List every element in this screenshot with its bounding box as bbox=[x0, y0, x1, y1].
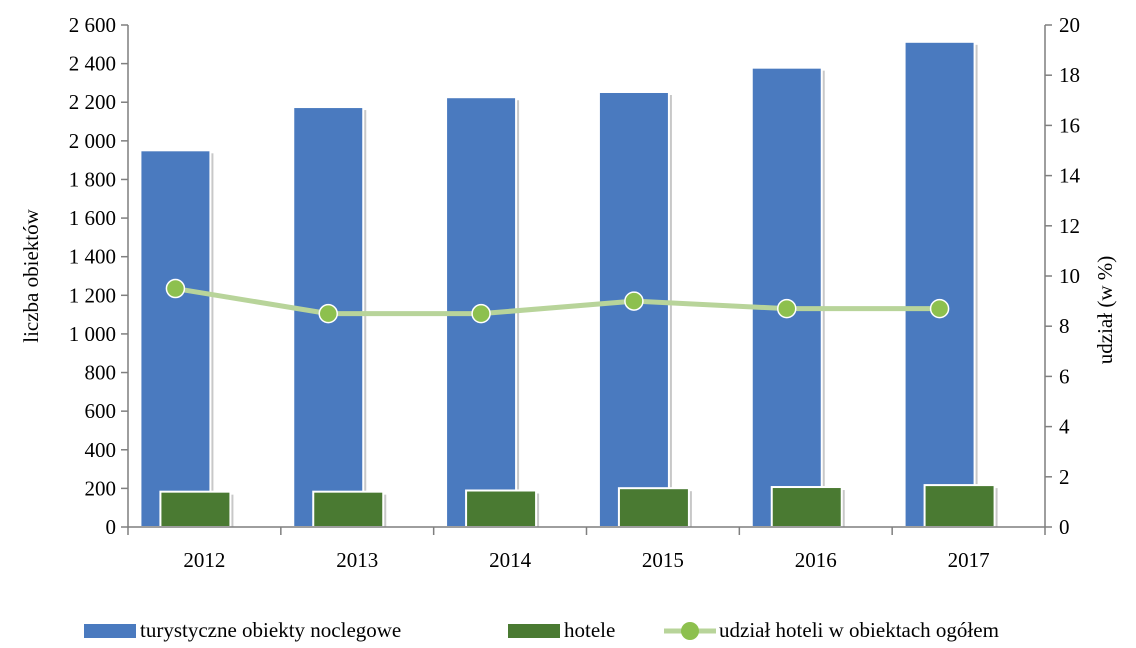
y2-tick-label: 16 bbox=[1059, 113, 1080, 137]
bar-2012-obiekty bbox=[139, 149, 212, 529]
y-axis-title: liczba obiektów bbox=[19, 208, 43, 342]
bar-2014-hotele bbox=[465, 489, 538, 528]
y2-tick-label: 12 bbox=[1059, 214, 1080, 238]
y2-tick-label: 14 bbox=[1059, 164, 1081, 188]
legend: turystyczne obiekty noclegowe hotele udzia… bbox=[84, 618, 999, 642]
x-tick-label: 2012 bbox=[183, 548, 225, 572]
bar-2013-hotele bbox=[312, 490, 385, 529]
point-2012-udzial bbox=[165, 278, 186, 299]
point-2015-udzial bbox=[624, 291, 644, 311]
y-tick-label: 400 bbox=[85, 438, 117, 462]
y-tick-label: 1 600 bbox=[69, 206, 116, 230]
y2-tick-label: 4 bbox=[1059, 415, 1070, 439]
y-tick-label: 2 000 bbox=[69, 129, 116, 153]
point-2013-udzial bbox=[318, 303, 338, 324]
y2-tick-label: 6 bbox=[1059, 364, 1070, 388]
line-udzial bbox=[175, 286, 940, 317]
legend-label-obiekty: turystyczne obiekty noclegowe bbox=[140, 618, 401, 642]
x-tick-label: 2014 bbox=[489, 548, 532, 572]
point-2016-udzial bbox=[777, 298, 797, 319]
legend-swatch-udzial-marker bbox=[681, 622, 699, 640]
y2-tick-label: 10 bbox=[1059, 264, 1080, 288]
legend-label-udzial: udział hoteli w obiektach ogółem bbox=[719, 618, 999, 642]
point-2014-udzial bbox=[471, 303, 491, 324]
bar-2015-hotele bbox=[617, 487, 690, 528]
bar-2017-obiekty bbox=[903, 40, 976, 528]
y-tick-label: 1 400 bbox=[69, 245, 116, 269]
y2-tick-label: 0 bbox=[1059, 515, 1070, 539]
y2-tick-label: 8 bbox=[1059, 314, 1070, 338]
bar-2017-hotele bbox=[923, 484, 996, 528]
x-tick-label: 2016 bbox=[795, 548, 837, 572]
y2-tick-label: 20 bbox=[1059, 13, 1080, 37]
y-tick-label: 1 800 bbox=[69, 167, 116, 191]
y-tick-label: 1 000 bbox=[69, 322, 116, 346]
x-tick-label: 2013 bbox=[336, 548, 378, 572]
y-tick-label: 1 200 bbox=[69, 283, 116, 307]
x-tick-label: 2017 bbox=[948, 548, 990, 572]
y2-tick-label: 18 bbox=[1059, 63, 1080, 87]
y-tick-label: 200 bbox=[85, 476, 117, 500]
plot-area bbox=[139, 40, 998, 529]
legend-swatch-obiekty bbox=[84, 624, 136, 638]
y-tick-label: 0 bbox=[106, 515, 117, 539]
x-tick-label: 2015 bbox=[642, 548, 684, 572]
legend-label-hotele: hotele bbox=[564, 618, 615, 642]
y-tick-label: 600 bbox=[85, 399, 117, 423]
bar-2015-obiekty bbox=[597, 90, 670, 529]
bar-2016-obiekty bbox=[750, 66, 823, 528]
legend-swatch-hotele bbox=[508, 624, 560, 638]
y-tick-label: 2 600 bbox=[69, 13, 116, 37]
point-2017-udzial bbox=[929, 298, 950, 319]
y2-tick-label: 2 bbox=[1059, 465, 1070, 489]
y2-axis-title: udział (w %) bbox=[1093, 256, 1117, 364]
y-tick-label: 2 400 bbox=[69, 52, 116, 76]
bar-2012-hotele bbox=[159, 490, 232, 529]
y-tick-label: 2 200 bbox=[69, 90, 116, 114]
bar-2016-hotele bbox=[770, 486, 843, 529]
y-tick-label: 800 bbox=[85, 361, 117, 385]
